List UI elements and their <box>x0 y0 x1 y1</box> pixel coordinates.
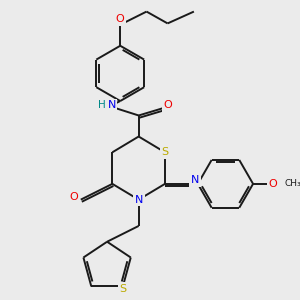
Text: N: N <box>191 175 200 185</box>
Text: O: O <box>163 100 172 110</box>
Text: S: S <box>119 284 126 294</box>
Text: N: N <box>134 195 143 205</box>
Text: N: N <box>108 100 116 110</box>
Text: S: S <box>161 147 169 157</box>
Text: CH₃: CH₃ <box>285 179 300 188</box>
Text: O: O <box>116 14 124 25</box>
Text: H: H <box>98 100 106 110</box>
Text: O: O <box>268 179 277 189</box>
Text: O: O <box>70 192 79 202</box>
